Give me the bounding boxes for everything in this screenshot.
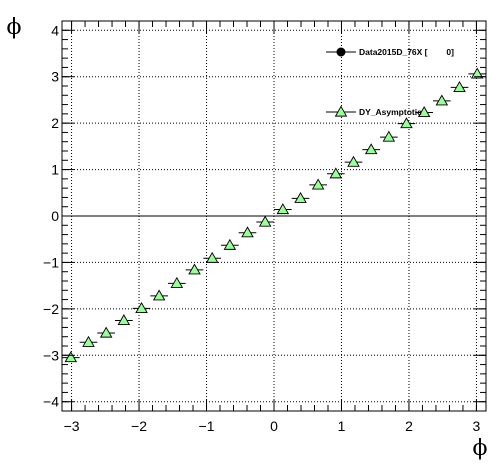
y-tick-label: −3 [43,347,59,363]
data-point [185,263,204,275]
data-layer [61,67,487,363]
triangle-marker [453,80,466,92]
y-tick-label: 1 [51,162,59,178]
triangle-marker [64,351,78,363]
triangle-marker [364,143,378,155]
triangle-marker [117,314,131,326]
y-axis-title: ϕ [7,15,22,40]
data-point [238,226,257,238]
legend-label: Data2015D_76X [ 0] [359,47,454,57]
x-tick-label: −1 [199,418,215,434]
x-tick-label: −3 [64,418,80,434]
legend-triangle-marker [334,105,348,117]
y-tick-label: −1 [43,254,59,270]
axis-ticks [62,20,486,412]
x-tick-label: 1 [338,418,346,434]
triangle-marker [205,251,219,263]
data-point [203,251,222,263]
x-tick-label: 2 [405,418,413,434]
triangle-marker [382,130,396,142]
data-point [380,130,398,142]
triangle-marker [188,263,201,275]
data-point [397,117,416,129]
triangle-marker [400,117,413,129]
data-point [326,167,345,179]
data-point [309,178,327,190]
triangle-marker [276,203,290,215]
data-point [150,289,168,301]
data-point [291,191,310,203]
triangle-marker [241,226,254,238]
legend-label: DY_Asymptotic [359,107,422,117]
triangle-marker [417,106,431,118]
y-tick-label: 2 [51,115,59,131]
y-tick-label: 4 [51,22,59,38]
triangle-marker [435,94,449,106]
data-point [468,67,487,79]
x-tick-label: 0 [270,418,278,434]
x-axis-title: ϕ [473,436,488,461]
legend: Data2015D_76X [ 0] DY_Asymptotic [326,47,454,117]
triangle-marker [329,167,343,179]
data-point [415,106,433,118]
triangle-marker [99,326,113,338]
data-point [79,335,98,347]
triangle-marker [152,289,166,301]
triangle-marker [347,155,360,167]
triangle-marker [170,276,184,288]
y-tick-label: −4 [43,394,59,410]
data-point [221,238,239,250]
y-tick-label: −2 [43,301,59,317]
x-tick-label: 3 [473,418,481,434]
y-tick-labels: −4 −3 −2 −1 0 1 2 3 4 [43,22,59,409]
y-tick-label: 0 [51,208,59,224]
triangle-marker [258,215,272,227]
data-point [97,326,116,338]
data-point [274,203,292,215]
triangle-marker [470,67,484,79]
data-point [167,276,186,288]
y-tick-label: 3 [51,69,59,85]
triangle-marker [82,335,95,347]
data-point [256,215,274,227]
triangle-marker [135,301,148,313]
data-point [450,80,469,92]
data-point [61,351,80,363]
legend-circle-marker [336,47,346,57]
data-point [432,94,451,106]
legend-entry: Data2015D_76X [ 0] [326,47,454,57]
legend-entry: DY_Asymptotic [326,105,422,117]
triangle-marker [311,178,325,190]
x-tick-labels: −3 −2 −1 0 1 2 3 [64,418,481,434]
data-point [344,155,363,167]
data-point [115,314,133,326]
data-point [132,301,151,313]
x-tick-label: −2 [131,418,147,434]
data-point [362,143,381,155]
triangle-marker [223,238,237,250]
triangle-marker [294,191,307,203]
